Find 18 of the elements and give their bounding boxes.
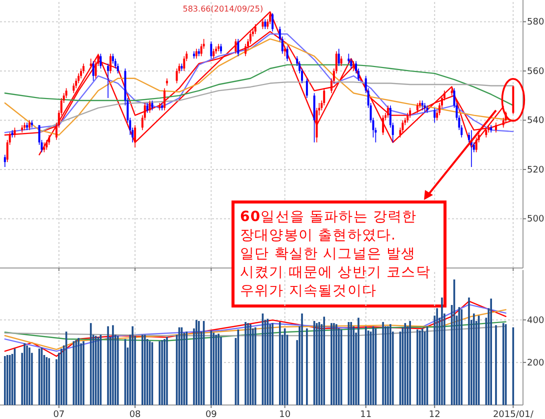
line-series bbox=[4, 321, 506, 342]
x-tick-label: 11 bbox=[360, 410, 372, 419]
y-tick-label: 400. bbox=[527, 316, 545, 326]
annotation: 60일선을 돌파하는 강력한 장대양봉이 출현하였다. 일단 확실한 시그널은 발생 시켰기 때문에 상반기 코스닥 우위가 지속될것이다 bbox=[240, 209, 430, 299]
y-tick-label: 580 bbox=[527, 18, 544, 28]
y-tick-label: 200. bbox=[527, 358, 545, 368]
x-tick-label: 09 bbox=[205, 410, 218, 419]
x-tick-label: 07 bbox=[53, 410, 65, 419]
y-tick-label: 520 bbox=[527, 165, 544, 176]
y-tick-label: 560 bbox=[527, 66, 544, 77]
annotation: 583.66(2014/09/25) bbox=[182, 4, 264, 14]
x-tick-label: 12 bbox=[428, 410, 440, 419]
y-tick-label: 540 bbox=[527, 116, 544, 126]
line-series bbox=[4, 326, 506, 336]
y-tick-label: 500 bbox=[527, 214, 544, 225]
x-tick-label: 08 bbox=[129, 410, 142, 419]
x-tick-label: 2015/01/ bbox=[492, 410, 534, 419]
x-tick-label: 10 bbox=[279, 410, 291, 419]
